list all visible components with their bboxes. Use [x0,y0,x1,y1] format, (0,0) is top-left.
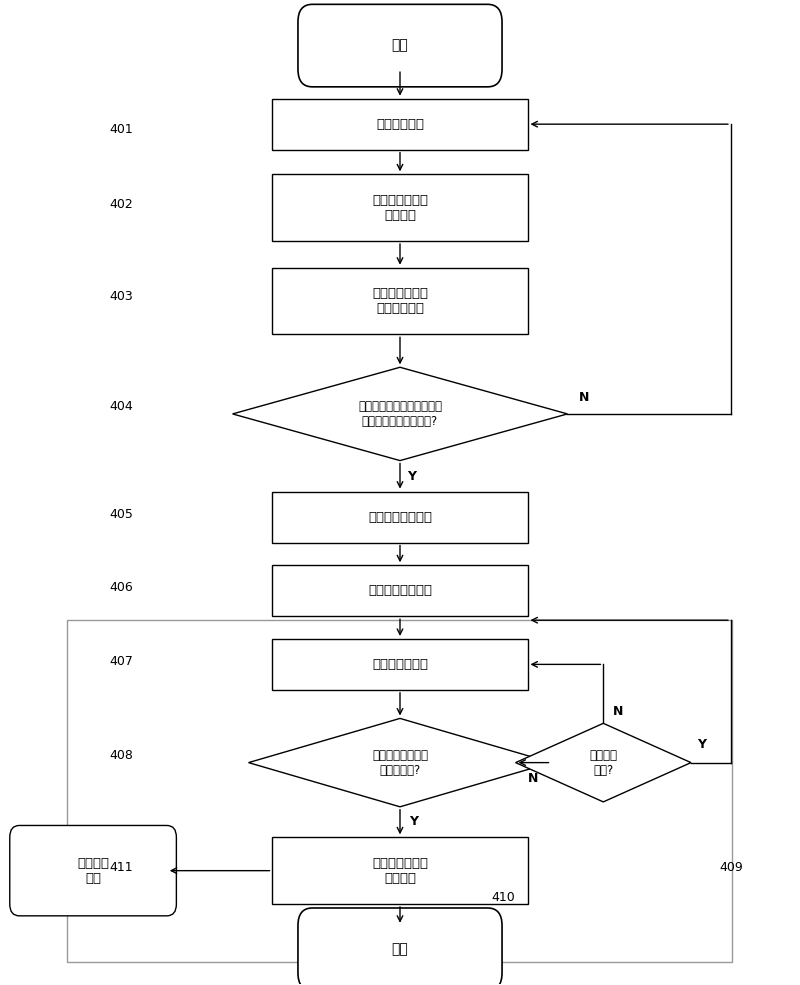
FancyBboxPatch shape [273,837,527,904]
Polygon shape [515,723,691,802]
FancyBboxPatch shape [273,639,527,689]
Text: 全站仪自动测量: 全站仪自动测量 [372,658,428,671]
FancyBboxPatch shape [273,565,527,617]
Text: 409: 409 [719,861,742,875]
Polygon shape [249,718,551,807]
Text: 全站仪设站与定向: 全站仪设站与定向 [368,510,432,524]
Polygon shape [233,367,567,461]
Text: 输入工程所需的
配置数据: 输入工程所需的 配置数据 [372,194,428,222]
Text: N: N [528,772,538,785]
Text: 406: 406 [109,581,133,594]
Text: 设置自动全站仪
控制配置参数: 设置自动全站仪 控制配置参数 [372,287,428,315]
Text: N: N [613,705,623,718]
Text: Y: Y [407,471,417,484]
Text: 三个棱镜是否能够
全部观测到?: 三个棱镜是否能够 全部观测到? [372,749,428,776]
FancyBboxPatch shape [273,174,527,241]
Text: 402: 402 [109,198,133,211]
Text: Y: Y [410,815,418,827]
Text: 410: 410 [492,890,515,903]
Text: 计算机输出箱涵
姿态数据: 计算机输出箱涵 姿态数据 [372,857,428,885]
FancyBboxPatch shape [273,98,527,150]
FancyBboxPatch shape [273,268,527,334]
FancyBboxPatch shape [273,492,527,543]
Text: N: N [579,391,590,404]
Text: 405: 405 [109,507,133,521]
Text: 411: 411 [109,861,133,875]
Text: 新建工程文件: 新建工程文件 [376,117,424,131]
FancyBboxPatch shape [298,908,502,985]
Text: 单次测量
超时?: 单次测量 超时? [590,749,618,776]
FancyBboxPatch shape [10,825,176,916]
Text: 407: 407 [109,655,133,668]
Text: Y: Y [698,738,706,751]
Text: 408: 408 [109,750,133,762]
Text: 计算机通过无线电台发送指
令连接全站仪是否成功?: 计算机通过无线电台发送指 令连接全站仪是否成功? [358,400,442,427]
Text: 特征点的学习测量: 特征点的学习测量 [368,584,432,597]
Text: 401: 401 [109,122,133,136]
Text: 404: 404 [109,400,133,413]
FancyBboxPatch shape [298,4,502,87]
Text: 结束: 结束 [392,943,408,956]
Text: 403: 403 [109,290,133,302]
Text: 自动存储
数据: 自动存储 数据 [77,857,109,885]
Text: 开始: 开始 [392,38,408,52]
